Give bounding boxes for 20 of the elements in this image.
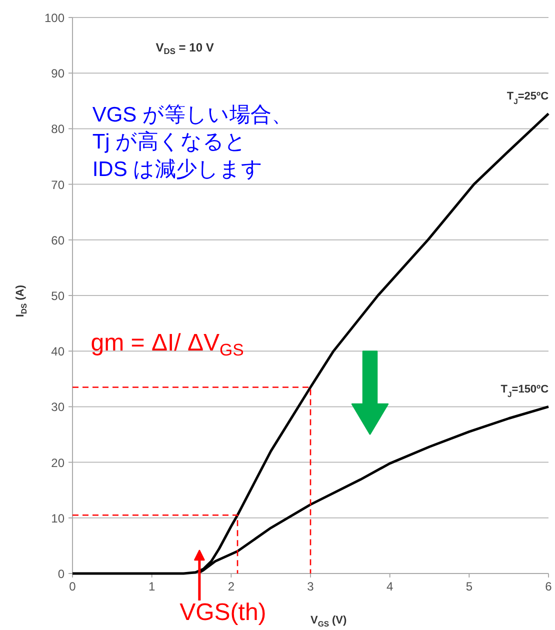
x-tick-label: 4	[386, 580, 394, 594]
annotation: VGS が等しい場合、 Tj が高くなると IDS は減少します	[92, 103, 293, 181]
y-tick-label: 50	[51, 289, 65, 303]
y-tick-label: 30	[51, 400, 65, 414]
text: VGS(th)	[180, 599, 266, 626]
x-tick-label: 0	[69, 580, 76, 594]
y-tick-label: 60	[51, 233, 65, 248]
x-tick-label: 6	[545, 580, 552, 594]
x-tick-label: 2	[228, 580, 235, 594]
y-tick-label: 0	[58, 567, 65, 581]
y-tick-label: 40	[51, 344, 65, 359]
y-tick-label: 70	[51, 178, 65, 192]
y-tick-label: 90	[51, 66, 65, 81]
y-tick-label: 100	[44, 11, 65, 25]
x-tick-label: 1	[148, 580, 156, 594]
x-tick-label: 3	[307, 580, 314, 594]
y-tick-label: 20	[51, 456, 65, 470]
y-tick-label: 80	[51, 122, 65, 136]
y-tick-label: 10	[51, 511, 65, 526]
x-tick-label: 5	[466, 580, 473, 594]
